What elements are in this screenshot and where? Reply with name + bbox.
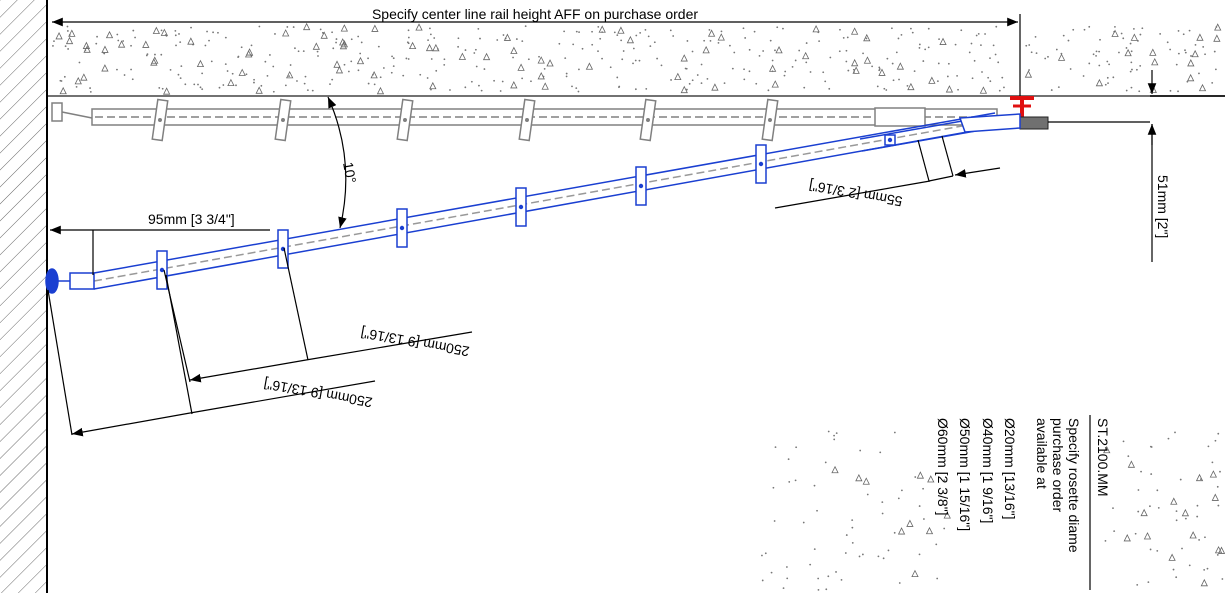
wall-offset-label: 95mm [3 3/4"]: [148, 211, 235, 227]
blue-bracket: [515, 187, 527, 227]
spacing-dimension-2: 250mm [9 13/16"]: [47, 274, 376, 437]
ceiling-slab: [48, 22, 1225, 97]
spec-block: ST.2100.MM Specify rosette diame purchas…: [935, 415, 1111, 590]
blue-bracket: [635, 166, 647, 206]
ceiling-mount: [1009, 95, 1225, 130]
concrete-texture: [52, 22, 1222, 95]
gray-rail-brackets: [151, 98, 779, 142]
blue-bracket: [156, 250, 168, 290]
spacing-1-label: 250mm [9 13/16"]: [359, 325, 470, 360]
angle-label: 10°: [340, 161, 359, 185]
ceiling-drop-dimension: 51mm [2"]: [1147, 70, 1171, 262]
blue-rail: [45, 112, 1021, 294]
wall: [0, 0, 48, 593]
concrete-texture-lower: [761, 430, 1225, 591]
wall-offset-dimension: 95mm [3 3/4"]: [50, 211, 270, 275]
end-offset-label: 55mm [2 3/16"]: [808, 178, 904, 210]
spec-line-4: Ø40mm [1 9/16"]: [980, 418, 996, 523]
gray-bracket: [396, 98, 414, 142]
gray-bracket: [274, 98, 292, 142]
blue-bracket: [396, 208, 408, 248]
spacing-2-label: 250mm [9 13/16"]: [262, 376, 373, 411]
spec-line-1: purchase order: [1050, 418, 1066, 513]
blue-rail-brackets: [156, 134, 896, 290]
gray-bracket: [518, 98, 536, 142]
gray-bracket: [639, 98, 657, 142]
spec-line-6: Ø60mm [2 3/8"]: [935, 418, 951, 516]
gray-bracket: [761, 98, 779, 142]
angle-dimension: 10°: [327, 96, 359, 229]
blue-bracket: [277, 229, 289, 269]
blue-bracket: [755, 144, 767, 184]
rail-height-note: Specify center line rail height AFF on p…: [372, 6, 698, 22]
spec-line-0: Specify rosette diame: [1066, 418, 1082, 553]
gray-bracket: [151, 98, 169, 142]
spec-line-2: available at: [1034, 418, 1050, 489]
spec-title: ST.2100.MM: [1095, 418, 1111, 497]
spec-line-5: Ø50mm [1 15/16"]: [957, 418, 973, 531]
spec-line-3: Ø20mm [13/16"]: [1002, 418, 1018, 519]
ceiling-drop-label: 51mm [2"]: [1155, 175, 1171, 238]
blue-bracket: [884, 134, 896, 146]
top-dimension: Specify center line rail height AFF on p…: [52, 6, 1021, 100]
